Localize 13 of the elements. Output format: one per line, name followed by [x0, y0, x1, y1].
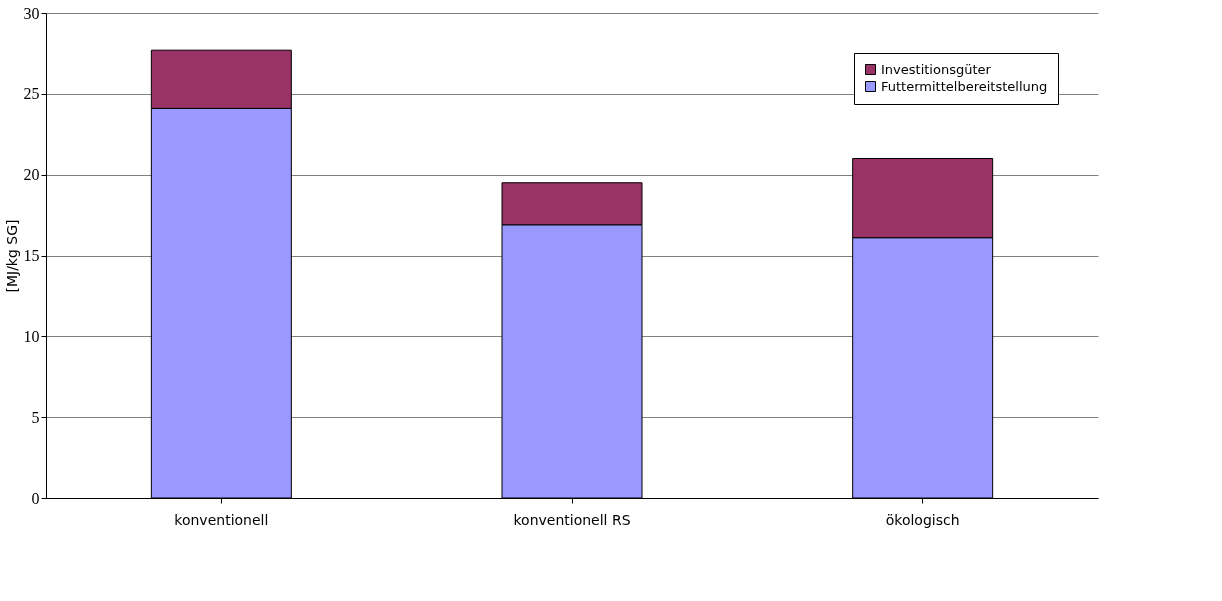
y-tick-label: 15: [23, 247, 40, 264]
legend-label: Investitionsgüter: [881, 61, 992, 77]
y-tick-label: 30: [23, 4, 40, 22]
y-tick-label: 20: [23, 166, 40, 184]
x-tick-label: konventionell: [174, 511, 269, 528]
legend-label: Futtermittelbereitstellung: [881, 78, 1048, 94]
x-tick-label: konventionell RS: [513, 511, 631, 528]
y-tick-label: 0: [31, 489, 40, 507]
y-axis-title: [MJ/kg SG]: [3, 219, 20, 293]
x-tick-label: ökologisch: [885, 511, 960, 528]
y-tick-label: 5: [31, 408, 40, 426]
y-tick-label: 25: [23, 85, 40, 103]
y-tick-label: 10: [23, 327, 40, 345]
